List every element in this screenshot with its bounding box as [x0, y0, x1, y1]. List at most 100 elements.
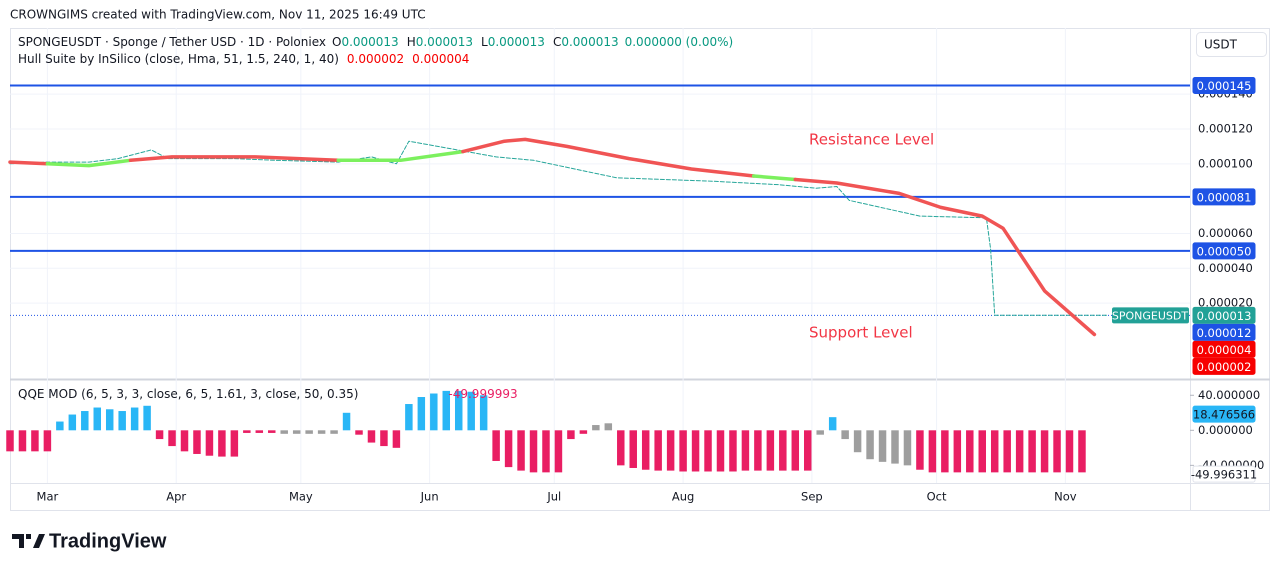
price-line — [9, 140, 1108, 316]
x-tick-label: Aug — [672, 490, 694, 504]
indicator-value: 0.000004 — [412, 52, 469, 66]
price-tag — [1192, 323, 1256, 341]
histogram-bar — [1053, 430, 1061, 473]
histogram-bar — [941, 430, 949, 473]
histogram-bar — [554, 430, 563, 473]
histogram-bar — [367, 430, 376, 443]
l-value: 0.000013 — [488, 35, 545, 49]
annotation: Support Level — [809, 324, 913, 342]
level-tag — [1192, 188, 1256, 206]
histogram-bar — [966, 430, 974, 473]
histogram-bar — [978, 430, 986, 473]
histogram-bar — [729, 430, 737, 472]
histogram-bar — [741, 430, 750, 471]
histogram-bar — [193, 430, 201, 454]
y-tick-label: 0.000000 — [1198, 423, 1253, 437]
histogram-bar — [380, 430, 388, 447]
histogram-bar — [218, 430, 226, 457]
o-value: 0.000013 — [341, 35, 398, 49]
symbol-tag-label: SPONGEUSDT — [1112, 309, 1188, 322]
histogram-bar — [268, 430, 276, 433]
hull-line — [793, 177, 1097, 337]
h-value: 0.000013 — [416, 35, 473, 49]
histogram-bar — [691, 430, 700, 472]
logo-icon — [33, 534, 45, 548]
histogram-bar — [230, 430, 239, 457]
y-tick-label: 0.000100 — [1198, 156, 1253, 170]
histogram-bar — [629, 430, 637, 468]
histogram-bar — [766, 430, 775, 471]
histogram-bar — [1015, 430, 1024, 473]
x-tick-label: Mar — [37, 490, 59, 504]
histogram-bar — [292, 430, 301, 434]
histogram-bar — [255, 430, 264, 433]
currency: USDT — [1204, 38, 1238, 52]
histogram-bar — [592, 425, 600, 431]
y-tick-label: 40.000000 — [1198, 388, 1260, 402]
histogram-bar — [392, 430, 401, 448]
histogram-bar — [916, 430, 924, 470]
value-tag-label: -49.996311 — [1191, 468, 1257, 482]
value-tag-label: 18.476566 — [1193, 408, 1255, 422]
histogram-bar — [579, 430, 588, 434]
histogram-bar — [617, 430, 625, 466]
histogram-bar — [704, 430, 712, 472]
frame — [10, 28, 1270, 511]
currency-box[interactable] — [1196, 32, 1267, 57]
price-tag — [1192, 357, 1256, 375]
c-label: C — [553, 35, 561, 49]
value-tag — [1192, 405, 1256, 423]
x-tick-label: Oct — [927, 490, 947, 504]
histogram-bar — [81, 411, 89, 431]
histogram-bar — [180, 430, 189, 452]
histogram-bar — [504, 430, 513, 468]
indicator-value: 0.000002 — [347, 52, 404, 66]
histogram-bar — [43, 430, 52, 452]
histogram-bar — [928, 430, 937, 473]
histogram-bar — [417, 397, 426, 431]
histogram-bar — [828, 417, 837, 431]
level-tag-label: 0.000050 — [1197, 244, 1252, 258]
grid: 0.000020 0.000040 0.000060 0.000100 0.000120… — [10, 28, 1264, 504]
histogram-bar — [804, 430, 812, 471]
x-tick-label: Apr — [166, 490, 186, 504]
histogram-bar — [604, 423, 613, 431]
price-tag — [1192, 340, 1256, 358]
histogram-bar — [841, 430, 849, 440]
histogram-bar — [866, 430, 874, 460]
credit: CROWNGIMS created with TradingView.com, … — [10, 8, 426, 22]
histogram-bar — [342, 412, 351, 431]
histogram-bar — [105, 409, 114, 431]
y-tick-label: 0.000060 — [1198, 226, 1253, 240]
hull-line — [45, 158, 133, 168]
histogram-bar — [953, 430, 962, 473]
level-tag-label: 0.000081 — [1197, 190, 1252, 204]
x-tick-label: Jul — [546, 490, 561, 504]
histogram-bar — [143, 405, 151, 431]
qqe-value: -49.999993 — [448, 387, 517, 401]
histogram-bar — [330, 430, 338, 434]
last-price-tag — [1192, 306, 1256, 324]
level-tag — [1192, 76, 1256, 94]
histogram-bar — [891, 430, 899, 464]
histogram-bar — [492, 430, 500, 461]
legend-indicator: Hull Suite by InSilico (close, Hma, 51, … — [18, 52, 469, 66]
histogram-bar — [641, 430, 650, 470]
last-price-tag-label: 0.000013 — [1197, 309, 1252, 323]
histogram-bar — [990, 430, 999, 473]
hull-line — [8, 160, 50, 166]
logo-icon — [12, 534, 31, 548]
l-label: L — [481, 35, 488, 49]
qqe-title: QQE MOD (6, 5, 3, 3, close, 6, 5, 1.61, … — [18, 387, 358, 401]
price-tag-label: 0.000004 — [1197, 343, 1252, 357]
y-tick-label: 0.000040 — [1198, 261, 1253, 275]
h-label: H — [407, 35, 416, 49]
histogram-bar — [31, 430, 39, 452]
hull-line — [751, 174, 798, 182]
histogram-bar — [405, 404, 413, 431]
histogram-bar — [1003, 430, 1011, 473]
histogram-bar — [205, 430, 214, 456]
level-tag-label: 0.000145 — [1197, 79, 1252, 93]
histogram-bar — [168, 430, 176, 447]
